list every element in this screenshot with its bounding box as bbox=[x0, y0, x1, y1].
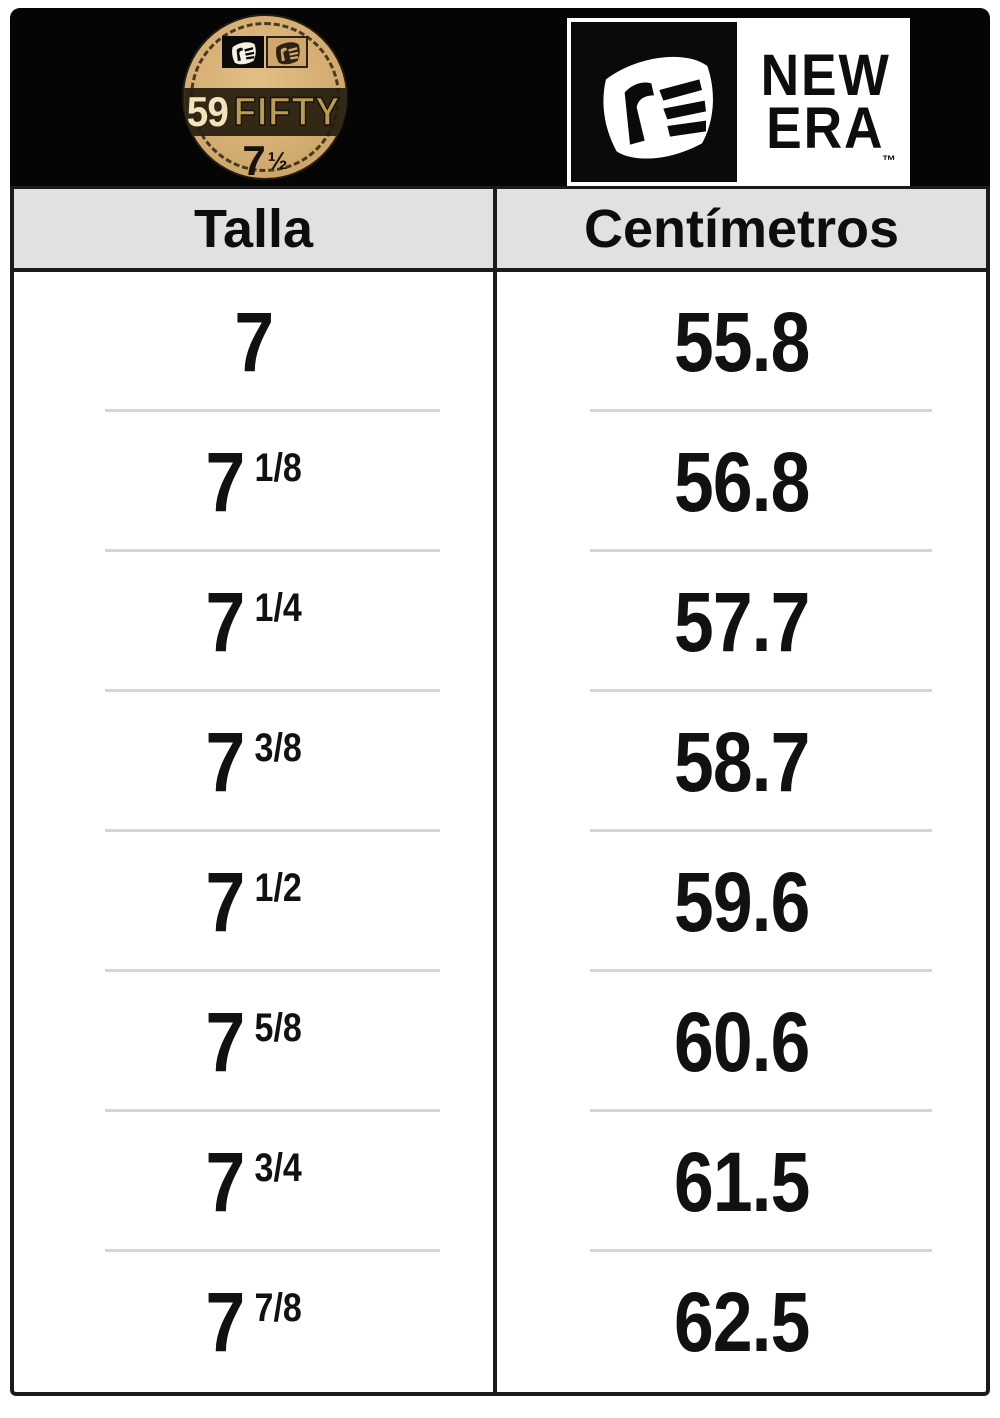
size-table: Talla Centímetros 7 55.8 7 1/8 56.8 bbox=[10, 186, 990, 1396]
size-value: 7 bbox=[205, 855, 245, 949]
sticker-fifty: FIFTY bbox=[233, 89, 341, 135]
cm-cell: 62.5 bbox=[497, 1252, 986, 1392]
size-value: 7 bbox=[205, 995, 245, 1089]
trademark-symbol: ™ bbox=[882, 152, 896, 168]
table-row: 7 5/8 60.6 bbox=[14, 972, 986, 1112]
new-era-flag-gold-mini-icon bbox=[266, 36, 308, 68]
size-fraction: 3/4 bbox=[254, 1146, 302, 1190]
cm-value: 59.6 bbox=[673, 855, 810, 949]
column-header-centimetros: Centímetros bbox=[583, 198, 900, 259]
wordmark-line1: NEW bbox=[760, 42, 891, 108]
cm-value: 62.5 bbox=[673, 1275, 810, 1369]
cm-value: 58.7 bbox=[673, 715, 810, 809]
table-row: 7 7/8 62.5 bbox=[14, 1252, 986, 1392]
size-chart-sheet: 59 FIFTY 7½ NEW ERA ™ Talla Centímetros bbox=[10, 8, 990, 1396]
size-value: 7 bbox=[205, 435, 245, 529]
cm-cell: 55.8 bbox=[497, 272, 986, 412]
cm-value: 55.8 bbox=[673, 295, 810, 389]
new-era-flag-icon bbox=[571, 22, 737, 182]
sticker-59: 59 bbox=[186, 88, 228, 135]
cm-value: 56.8 bbox=[673, 435, 810, 529]
size-fraction: 7/8 bbox=[254, 1286, 302, 1330]
wordmark-line2: ERA bbox=[766, 96, 885, 161]
size-fraction: 1/8 bbox=[254, 446, 302, 490]
sticker-top-logos bbox=[222, 36, 308, 68]
size-fraction: 3/8 bbox=[254, 726, 302, 770]
cm-value: 60.6 bbox=[673, 995, 810, 1089]
cm-cell: 57.7 bbox=[497, 552, 986, 692]
table-row: 7 1/4 57.7 bbox=[14, 552, 986, 692]
size-cell: 7 5/8 bbox=[14, 972, 497, 1112]
table-row: 7 1/8 56.8 bbox=[14, 412, 986, 552]
size-fraction: 5/8 bbox=[254, 1006, 302, 1050]
cm-value: 61.5 bbox=[673, 1135, 810, 1229]
sticker-size-number: 7 bbox=[242, 137, 266, 180]
table-row: 7 1/2 59.6 bbox=[14, 832, 986, 972]
brand-bar: 59 FIFTY 7½ NEW ERA ™ bbox=[10, 8, 990, 186]
size-cell: 7 1/4 bbox=[14, 552, 497, 692]
column-header-talla: Talla bbox=[14, 189, 497, 268]
cm-value: 57.7 bbox=[673, 575, 810, 669]
cm-cell: 56.8 bbox=[497, 412, 986, 552]
size-cell: 7 3/4 bbox=[14, 1112, 497, 1252]
new-era-flag-mini-icon bbox=[222, 36, 264, 68]
size-cell: 7 3/8 bbox=[14, 692, 497, 832]
size-fraction: 1/4 bbox=[254, 586, 302, 630]
cm-cell: 61.5 bbox=[497, 1112, 986, 1252]
size-value: 7 bbox=[205, 1135, 245, 1229]
size-cell: 7 bbox=[14, 272, 497, 412]
size-fraction: 1/2 bbox=[254, 866, 302, 910]
59fifty-gold-sticker: 59 FIFTY 7½ bbox=[182, 14, 348, 180]
sticker-59fifty-band: 59 FIFTY bbox=[184, 88, 346, 136]
size-value: 7 bbox=[205, 575, 245, 669]
sticker-size: 7½ bbox=[184, 137, 346, 180]
new-era-logo-plate: NEW ERA ™ bbox=[567, 18, 910, 186]
new-era-wordmark: NEW ERA ™ bbox=[741, 18, 910, 186]
size-cell: 7 7/8 bbox=[14, 1252, 497, 1392]
cm-cell: 58.7 bbox=[497, 692, 986, 832]
size-value: 7 bbox=[234, 295, 274, 389]
sticker-size-fraction: ½ bbox=[267, 148, 288, 175]
table-header-row: Talla Centímetros bbox=[14, 186, 986, 272]
size-cell: 7 1/2 bbox=[14, 832, 497, 972]
cm-cell: 59.6 bbox=[497, 832, 986, 972]
size-cell: 7 1/8 bbox=[14, 412, 497, 552]
table-row: 7 55.8 bbox=[14, 272, 986, 412]
table-body: 7 55.8 7 1/8 56.8 7 1/4 57.7 bbox=[14, 272, 986, 1392]
size-value: 7 bbox=[205, 715, 245, 809]
table-row: 7 3/4 61.5 bbox=[14, 1112, 986, 1252]
size-value: 7 bbox=[205, 1275, 245, 1369]
table-row: 7 3/8 58.7 bbox=[14, 692, 986, 832]
cm-cell: 60.6 bbox=[497, 972, 986, 1112]
